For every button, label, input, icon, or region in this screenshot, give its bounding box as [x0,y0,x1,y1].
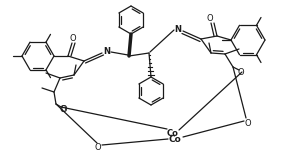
Text: O: O [238,67,244,76]
Text: O: O [245,118,251,128]
Text: O: O [95,142,101,152]
Text: N: N [104,47,110,56]
Text: O: O [60,104,66,114]
Text: Co: Co [167,128,179,137]
Text: O: O [207,14,213,23]
Text: O: O [61,105,67,114]
Text: Co: Co [169,134,181,143]
Text: O: O [70,33,76,43]
Text: N: N [175,24,181,33]
